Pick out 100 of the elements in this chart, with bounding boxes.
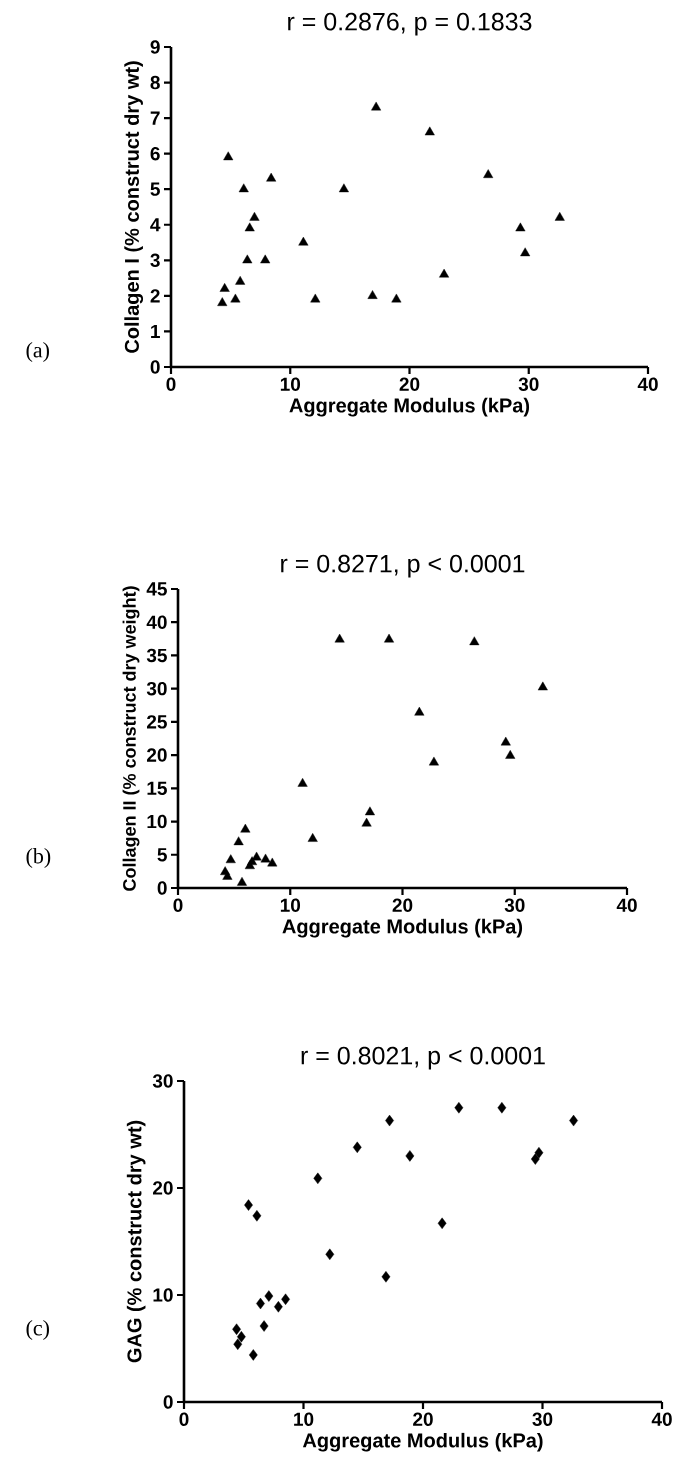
- y-tick-label: 0: [150, 360, 160, 374]
- x-tick-label: 30: [532, 1412, 553, 1427]
- point: [439, 268, 450, 278]
- y-tick-label: 40: [146, 615, 167, 629]
- y-axis-title: Collagen I (% construct dry wt): [124, 61, 144, 353]
- y-tick-label: 0: [163, 1395, 173, 1409]
- point: [298, 236, 309, 246]
- point: [469, 636, 480, 646]
- x-tick-label: 0: [179, 1412, 189, 1426]
- point: [352, 1141, 362, 1154]
- y-tick-label: 45: [146, 582, 167, 596]
- x-tick-label: 20: [399, 377, 420, 391]
- chart-title: r = 0.2876, p = 0.1833: [288, 12, 532, 36]
- point: [237, 876, 247, 886]
- point: [237, 1331, 246, 1343]
- y-tick-label: 20: [146, 748, 167, 762]
- x-tick-label: 30: [504, 898, 525, 913]
- point: [248, 1349, 258, 1361]
- point: [367, 290, 378, 299]
- x-tick-label: 40: [637, 377, 658, 391]
- y-tick-label: 15: [147, 781, 167, 795]
- y-tick-label: 4: [150, 218, 161, 232]
- point: [313, 1172, 323, 1185]
- point: [405, 1150, 415, 1162]
- y-tick-label: 2: [150, 289, 160, 303]
- point: [259, 1320, 269, 1332]
- point: [222, 871, 233, 880]
- point: [233, 1338, 243, 1350]
- x-tick-label: 10: [280, 377, 301, 391]
- y-tick-label: 8: [150, 75, 160, 90]
- point: [534, 1146, 544, 1159]
- chart-title: r = 0.8271, p < 0.0001: [281, 554, 525, 578]
- point: [247, 856, 258, 866]
- y-tick-label: 1: [151, 324, 160, 338]
- x-tick-label: 10: [280, 898, 301, 912]
- point: [266, 172, 277, 182]
- point: [361, 817, 372, 827]
- point: [238, 183, 249, 193]
- point: [454, 1102, 464, 1114]
- point: [391, 293, 402, 303]
- point: [310, 293, 321, 303]
- chart-title: r = 0.8021, p < 0.0001: [301, 1046, 545, 1070]
- y-tick-label: 25: [146, 715, 167, 729]
- y-tick-label: 9: [150, 40, 160, 54]
- point: [260, 254, 271, 264]
- x-tick-label: 40: [616, 898, 637, 912]
- point: [414, 706, 425, 716]
- point: [497, 1102, 507, 1114]
- point: [334, 633, 345, 643]
- point: [537, 681, 548, 691]
- y-tick-label: 10: [147, 814, 167, 829]
- y-axis-title: GAG (% construct dry wt): [126, 1120, 146, 1363]
- point: [364, 806, 375, 816]
- point: [325, 1248, 335, 1261]
- point: [225, 854, 236, 864]
- x-tick-label: 20: [413, 1412, 433, 1426]
- point: [483, 169, 494, 178]
- point: [281, 1293, 290, 1305]
- point: [233, 836, 244, 846]
- y-axis-title: Collagen II (% construct dry weight): [122, 586, 140, 891]
- x-tick-label: 40: [651, 1412, 672, 1426]
- point: [217, 297, 228, 306]
- point: [244, 1199, 253, 1211]
- point: [240, 823, 251, 833]
- point: [384, 633, 394, 643]
- point: [244, 222, 255, 232]
- y-tick-label: 0: [157, 881, 167, 895]
- y-tick-label: 6: [150, 146, 160, 161]
- point: [437, 1217, 447, 1230]
- point: [232, 1323, 241, 1335]
- x-axis-title: Aggregate Modulus (kPa): [289, 397, 530, 417]
- point: [264, 1290, 274, 1302]
- point: [260, 853, 271, 863]
- x-tick-label: 20: [392, 898, 413, 912]
- point: [500, 736, 511, 746]
- point: [249, 211, 260, 221]
- point: [515, 222, 526, 232]
- x-tick-label: 0: [173, 898, 183, 912]
- point: [307, 833, 318, 842]
- point: [223, 151, 234, 161]
- y-tick-label: 10: [153, 1288, 173, 1302]
- x-axis-title: Aggregate Modulus (kPa): [302, 1432, 543, 1452]
- y-tick-label: 5: [157, 848, 167, 862]
- text: (b): [26, 848, 51, 868]
- x-tick-label: 10: [294, 1412, 314, 1426]
- point: [520, 247, 531, 257]
- y-tick-label: 3: [150, 253, 160, 268]
- text: (a): [26, 342, 49, 362]
- point: [554, 211, 565, 221]
- point: [242, 254, 253, 264]
- point: [297, 777, 308, 787]
- y-tick-label: 7: [150, 111, 160, 125]
- point: [230, 293, 241, 303]
- point: [267, 857, 278, 867]
- x-axis-title: Aggregate Modulus (kPa): [282, 918, 523, 938]
- y-tick-label: 35: [146, 648, 167, 663]
- text: (c): [26, 1320, 49, 1340]
- point: [381, 1271, 391, 1283]
- y-tick-label: 30: [152, 1074, 173, 1088]
- point: [505, 750, 516, 759]
